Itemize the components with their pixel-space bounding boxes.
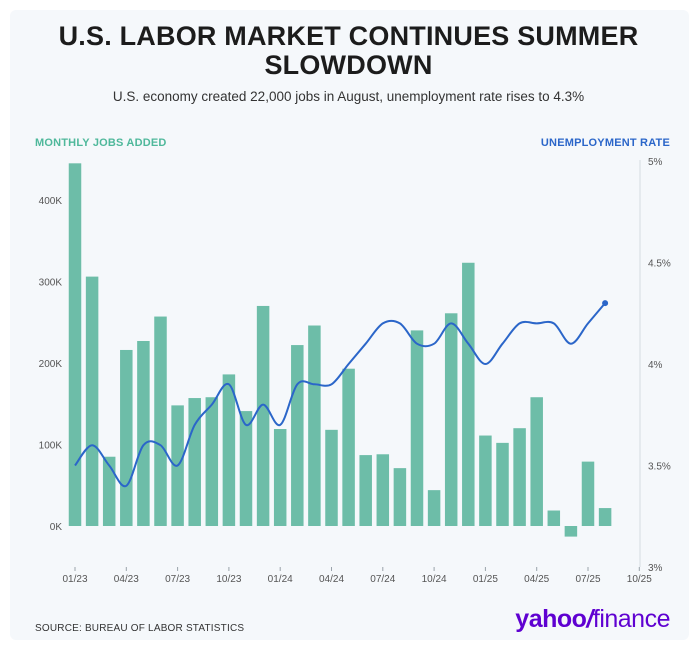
- jobs-bar: [273, 429, 287, 526]
- y-right-tick-label: 3%: [648, 563, 663, 574]
- jobs-bar: [325, 429, 338, 526]
- jobs-bar: [598, 508, 612, 526]
- jobs-bar: [120, 349, 133, 526]
- source-note: SOURCE: BUREAU OF LABOR STATISTICS: [35, 623, 245, 634]
- jobs-bar: [547, 510, 561, 526]
- x-tick-label: 10/25: [627, 574, 652, 585]
- yahoo-finance-logo: yahoo/finance: [515, 605, 670, 633]
- y-right-tick-label: 5%: [648, 157, 663, 168]
- x-tick-label: 10/23: [216, 574, 241, 585]
- jobs-bar: [444, 313, 458, 526]
- y-left-tick-label: 300K: [39, 278, 63, 289]
- left-axis-label: MONTHLY JOBS ADDED: [35, 137, 167, 149]
- jobs-bar: [68, 163, 82, 526]
- jobs-bar: [564, 526, 578, 537]
- jobs-bar: [581, 461, 595, 526]
- jobs-bar: [513, 428, 526, 526]
- jobs-bar: [376, 454, 390, 526]
- x-tick-label: 04/25: [524, 574, 549, 585]
- chart-subtitle: U.S. economy created 22,000 jobs in Augu…: [112, 89, 585, 104]
- right-axis-label: UNEMPLOYMENT RATE: [540, 137, 670, 149]
- jobs-bar: [410, 330, 424, 526]
- x-tick-label: 04/23: [114, 574, 139, 585]
- jobs-bar: [342, 368, 355, 526]
- jobs-bar: [137, 340, 150, 526]
- x-tick-label: 07/24: [370, 574, 395, 585]
- y-left-tick-label: 0K: [50, 522, 63, 533]
- jobs-bar: [239, 411, 253, 526]
- jobs-bar: [530, 397, 543, 526]
- jobs-bar: [85, 276, 99, 526]
- y-left-tick-label: 400K: [39, 196, 63, 207]
- jobs-bar: [291, 345, 304, 526]
- y-right-tick-label: 4%: [648, 360, 663, 371]
- logo-yahoo-text: yahoo: [515, 605, 587, 633]
- logo-slash-text: /: [586, 605, 593, 633]
- jobs-bar: [393, 468, 407, 526]
- jobs-bar: [462, 262, 475, 526]
- chart-title: U.S. LABOR MARKET CONTINUES SUMMER SLOWD…: [58, 21, 639, 80]
- jobs-bar: [256, 305, 270, 526]
- x-tick-label: 01/24: [268, 574, 293, 585]
- y-right-tick-label: 4.5%: [648, 259, 671, 270]
- x-tick-label: 07/25: [575, 574, 600, 585]
- jobs-bar: [222, 374, 236, 526]
- jobs-bar: [102, 456, 116, 526]
- logo-finance-text: finance: [592, 605, 671, 633]
- x-tick-label: 01/23: [62, 574, 87, 585]
- unemployment-rate-end-point: [602, 300, 609, 307]
- jobs-bar: [427, 490, 441, 526]
- y-left-tick-label: 100K: [39, 441, 63, 452]
- jobs-bar: [479, 435, 492, 526]
- unemployment-rate-line: [74, 302, 606, 488]
- x-tick-label: 04/24: [319, 574, 344, 585]
- jobs-bar: [359, 455, 372, 526]
- jobs-bar: [205, 397, 219, 526]
- jobs-bar: [154, 316, 167, 526]
- x-tick-label: 10/24: [422, 574, 447, 585]
- y-right-tick-label: 3.5%: [648, 462, 671, 473]
- x-tick-label: 01/25: [473, 574, 498, 585]
- jobs-bar: [308, 325, 321, 526]
- x-tick-label: 07/23: [165, 574, 190, 585]
- jobs-bar: [496, 442, 509, 526]
- y-left-tick-label: 200K: [39, 359, 63, 370]
